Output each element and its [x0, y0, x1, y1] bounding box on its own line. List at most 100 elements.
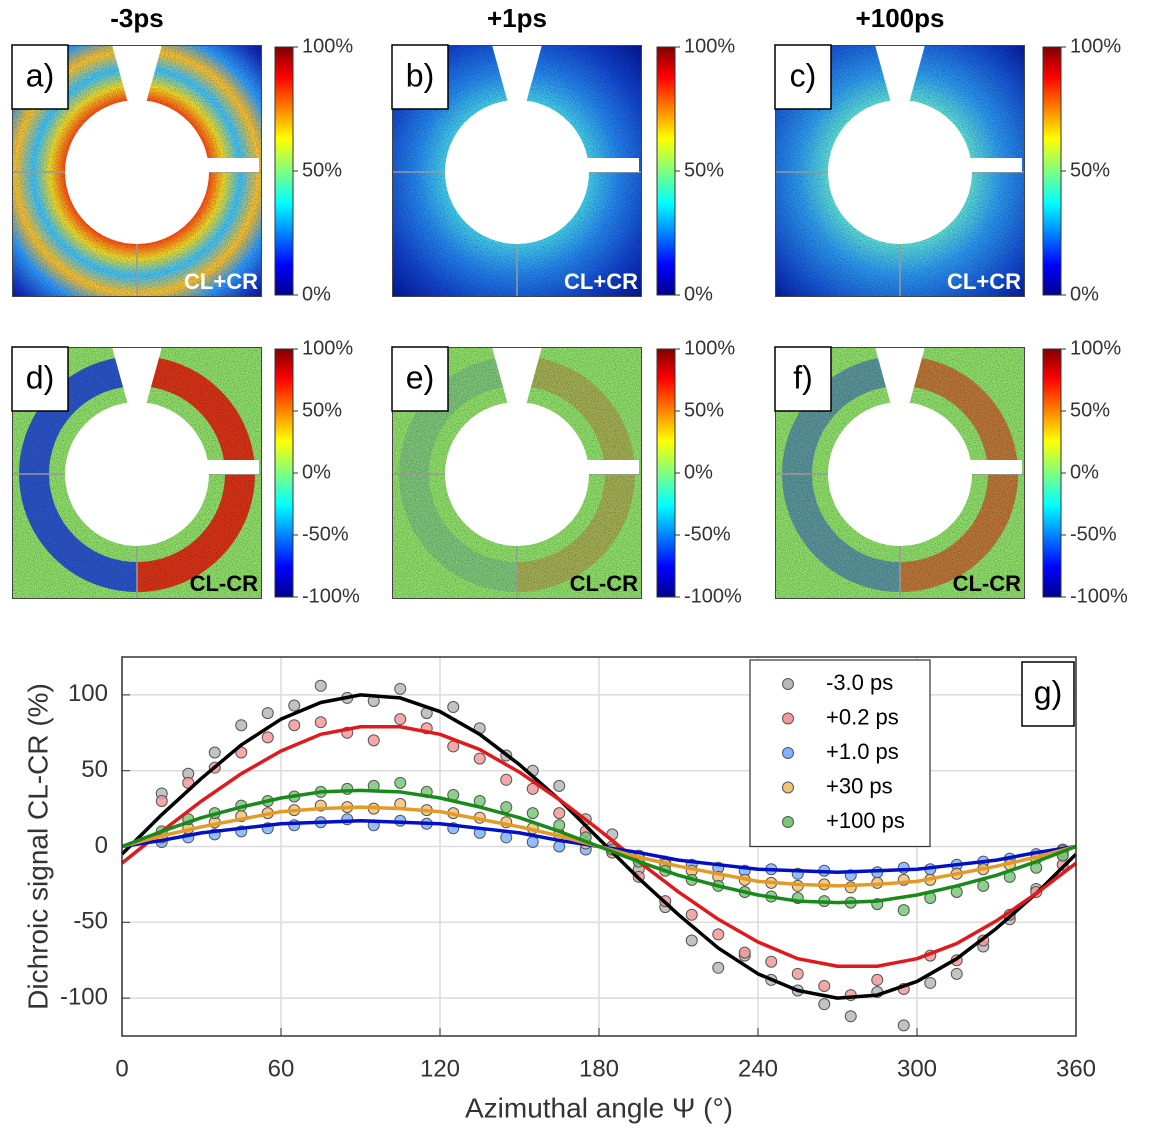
data-point: [314, 679, 327, 692]
detector-hole: [445, 402, 589, 546]
colorbar-tick-label: -50%: [684, 523, 731, 545]
colorbar-tick-label: -100%: [302, 585, 360, 607]
x-tick-label: 0: [115, 1055, 128, 1082]
panel-border: [775, 45, 1025, 297]
beam-block: [492, 45, 542, 103]
data-point: [553, 779, 566, 792]
x-tick-label: 240: [738, 1055, 778, 1082]
fit-line: [120, 724, 1078, 969]
beam-block-arm: [960, 158, 1022, 172]
panel-tag: CL+CR: [947, 269, 1021, 294]
x-tick-label: 60: [268, 1055, 295, 1082]
axes-box: [121, 656, 1077, 1037]
panel-tag: CL-CR: [570, 571, 639, 596]
data-point: [288, 719, 301, 732]
panel-label: d): [26, 359, 54, 395]
legend-marker: [782, 678, 794, 690]
legend-label: -3.0 ps: [826, 670, 893, 695]
image-panel: [775, 347, 1025, 599]
legend-marker: [782, 816, 794, 828]
data-point: [500, 773, 513, 786]
data-point: [394, 713, 407, 726]
data-point: [447, 701, 460, 714]
data-point: [685, 934, 698, 947]
x-tick-label: 180: [579, 1055, 619, 1082]
colorbar-tick-label: 100%: [302, 35, 353, 57]
fit-line: [121, 788, 1077, 905]
data-point: [526, 807, 539, 820]
column-title: +100ps: [856, 3, 945, 33]
data-point: [897, 1019, 910, 1032]
data-point: [738, 946, 751, 959]
colorbar-tick-label: 0%: [1070, 461, 1099, 483]
colorbar-tick-label: 0%: [684, 461, 713, 483]
column-title: +1ps: [487, 3, 547, 33]
colorbar-tick-label: 0%: [1070, 283, 1099, 305]
data-point: [473, 752, 486, 765]
data-point: [394, 682, 407, 695]
column-title: -3ps: [110, 3, 163, 33]
colorbar: [274, 46, 294, 296]
panel-label: c): [790, 57, 817, 93]
data-point: [712, 961, 725, 974]
legend-box: [749, 659, 931, 848]
panel-label-box: [391, 346, 449, 412]
legend-marker: [782, 781, 794, 794]
legend-label: +100 ps: [826, 808, 905, 833]
colorbar-tick-label: 0%: [302, 283, 331, 305]
beam-block: [492, 347, 542, 405]
data-point: [844, 1010, 857, 1023]
image-panel: [392, 347, 642, 599]
panel-label: b): [406, 57, 434, 93]
x-axis-label: Azimuthal angle Ψ (°): [465, 1092, 733, 1123]
y-tick-label: 0: [95, 832, 108, 859]
x-tick-label: 360: [1056, 1055, 1096, 1082]
y-tick-label: 50: [81, 756, 108, 783]
data-point: [314, 716, 327, 729]
data-point: [553, 807, 566, 820]
data-point: [685, 908, 698, 921]
beam-block: [875, 347, 925, 405]
fit-line: [120, 693, 1078, 1000]
colorbar-tick-label: -100%: [684, 585, 742, 607]
data-point: [712, 928, 725, 941]
detector-hole: [828, 100, 972, 244]
legend-label: +0.2 ps: [826, 704, 899, 729]
y-tick-label: -50: [73, 908, 108, 935]
beam-block-arm: [960, 460, 1022, 474]
data-point: [261, 707, 274, 720]
colorbar-tick-label: 50%: [302, 399, 342, 421]
colorbar-tick-label: 50%: [1070, 399, 1110, 421]
colorbar-tick-label: -50%: [1070, 523, 1117, 545]
data-point: [871, 973, 884, 986]
legend-label: +1.0 ps: [826, 739, 899, 764]
panel-label-box: [774, 346, 832, 412]
detector-hole: [445, 100, 589, 244]
data-point: [765, 955, 778, 968]
data-point: [500, 831, 513, 844]
colorbar-tick-label: 100%: [302, 337, 353, 359]
data-point: [394, 776, 407, 789]
data-point: [500, 801, 513, 814]
data-point: [208, 746, 221, 759]
data-point: [818, 998, 831, 1011]
detector-hole: [65, 100, 209, 244]
detector-hole: [65, 402, 209, 546]
beam-block: [112, 45, 162, 103]
colorbar: [656, 46, 676, 296]
beam-block: [112, 347, 162, 405]
colorbar-tick-label: 100%: [1070, 337, 1121, 359]
data-point: [924, 976, 937, 989]
panel-border: [392, 45, 642, 297]
x-tick-label: 300: [897, 1055, 937, 1082]
data-point: [897, 904, 910, 917]
data-point: [977, 879, 990, 892]
y-tick-label: -100: [60, 983, 108, 1010]
panel-border: [12, 45, 262, 297]
colorbar-tick-label: 50%: [1070, 159, 1110, 181]
beam-block: [875, 45, 925, 103]
legend-label: +30 ps: [826, 773, 893, 798]
panel-label: e): [406, 359, 434, 395]
data-point: [288, 699, 301, 712]
legend-marker: [782, 747, 794, 759]
